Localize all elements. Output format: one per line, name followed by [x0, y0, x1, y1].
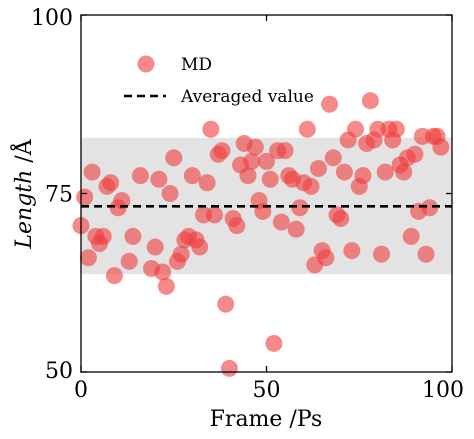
y-tick-label: 100 — [31, 6, 73, 31]
data-point — [105, 267, 123, 285]
legend-average-label: Averaged value — [180, 87, 314, 107]
data-point — [120, 252, 138, 270]
data-point — [150, 170, 168, 188]
data-point — [321, 95, 339, 113]
data-point — [124, 227, 142, 245]
data-point — [79, 249, 97, 267]
data-point — [335, 163, 353, 181]
data-point — [347, 120, 365, 138]
y-axis-label-name: Length — [12, 170, 37, 250]
data-point — [246, 138, 264, 156]
x-tick-label: 50 — [253, 378, 281, 403]
data-point — [113, 192, 131, 210]
data-point — [146, 238, 164, 256]
data-point — [402, 227, 420, 245]
data-point — [243, 152, 261, 170]
data-point — [165, 149, 183, 167]
data-point — [76, 188, 94, 206]
data-point — [421, 199, 439, 217]
data-point — [83, 163, 101, 181]
data-point — [302, 177, 320, 195]
data-point — [213, 142, 231, 160]
legend-md-label: MD — [181, 55, 212, 75]
data-point — [343, 242, 361, 260]
data-point — [373, 245, 391, 263]
data-point — [198, 174, 216, 192]
data-point — [131, 167, 149, 185]
data-point — [376, 163, 394, 181]
y-axis-label: Length /Å — [9, 138, 37, 249]
data-point — [191, 238, 209, 256]
legend: MD Averaged value — [124, 55, 314, 107]
data-point — [417, 245, 435, 263]
data-point — [161, 185, 179, 202]
data-point — [183, 167, 201, 185]
data-points-layer — [72, 92, 450, 377]
data-point — [220, 359, 238, 377]
data-point — [258, 152, 275, 170]
data-point — [172, 245, 190, 263]
data-point — [157, 277, 175, 295]
y-tick-label: 50 — [45, 359, 73, 384]
data-point — [361, 92, 379, 110]
data-point — [276, 142, 294, 160]
data-point — [102, 174, 120, 192]
data-point — [228, 217, 246, 235]
data-point — [291, 199, 309, 217]
data-point — [354, 167, 372, 185]
data-point — [94, 227, 112, 245]
y-axis-label-unit: /Å — [9, 138, 37, 169]
x-axis-label: Frame /Ps — [210, 407, 323, 432]
data-point — [395, 163, 413, 181]
data-point — [432, 138, 450, 156]
data-point — [202, 120, 220, 138]
data-point — [387, 120, 405, 138]
y-tick-label: 75 — [45, 183, 73, 208]
data-point — [272, 213, 290, 231]
legend-md-marker — [137, 55, 155, 73]
data-point — [287, 220, 305, 238]
data-point — [239, 167, 257, 185]
x-tick-label: 100 — [422, 378, 464, 403]
data-point — [154, 263, 172, 281]
data-point — [332, 209, 350, 227]
data-point — [309, 160, 327, 178]
data-point — [324, 149, 342, 167]
data-point — [317, 249, 335, 267]
data-point — [298, 120, 316, 138]
data-point — [406, 145, 424, 163]
data-point — [217, 295, 235, 313]
data-point — [265, 334, 283, 352]
data-point — [206, 206, 224, 224]
x-tick-label: 0 — [74, 378, 88, 403]
data-point — [261, 170, 279, 188]
